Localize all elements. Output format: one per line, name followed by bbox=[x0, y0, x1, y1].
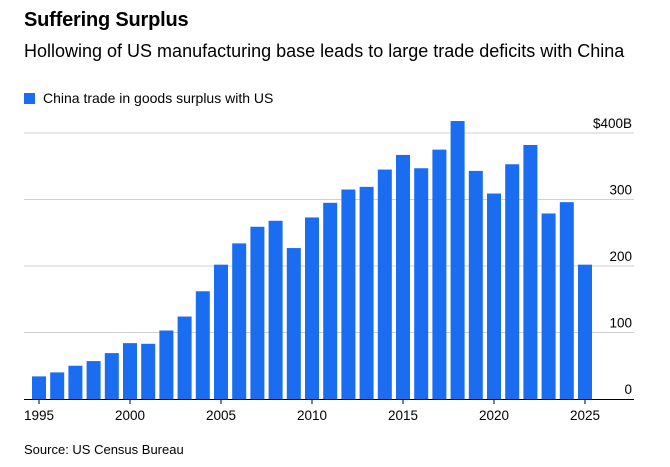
bar bbox=[323, 202, 338, 399]
bar bbox=[250, 226, 265, 399]
bar bbox=[141, 343, 156, 399]
x-tick-label: 2015 bbox=[388, 408, 418, 423]
y-tick-label: 0 bbox=[624, 382, 632, 397]
bar bbox=[432, 149, 447, 399]
x-tick-label: 1995 bbox=[24, 408, 54, 423]
bar bbox=[104, 353, 119, 399]
bar bbox=[286, 248, 301, 399]
bar bbox=[359, 186, 374, 399]
x-tick-label: 2000 bbox=[115, 408, 145, 423]
bar bbox=[559, 202, 574, 399]
legend: China trade in goods surplus with US bbox=[24, 90, 273, 106]
x-tick-label: 2005 bbox=[206, 408, 236, 423]
x-tick-label: 2025 bbox=[570, 408, 600, 423]
bar bbox=[86, 361, 101, 399]
y-tick-label: 100 bbox=[609, 316, 632, 331]
bar bbox=[468, 170, 483, 399]
legend-label: China trade in goods surplus with US bbox=[43, 90, 274, 106]
bar bbox=[487, 193, 501, 399]
bar bbox=[541, 213, 556, 399]
bar bbox=[414, 168, 429, 399]
bar bbox=[159, 330, 174, 399]
bar bbox=[305, 217, 319, 399]
y-tick-label: 200 bbox=[609, 249, 632, 264]
bar bbox=[123, 343, 137, 399]
y-tick-label: 300 bbox=[609, 183, 632, 198]
bar bbox=[578, 264, 592, 399]
bar bbox=[195, 291, 210, 399]
bar bbox=[32, 376, 46, 399]
bar bbox=[396, 154, 410, 399]
bar bbox=[341, 189, 356, 399]
bar bbox=[505, 164, 520, 399]
bar bbox=[232, 243, 247, 399]
chart-title: Suffering Surplus bbox=[24, 9, 189, 31]
source-note: Source: US Census Bureau bbox=[24, 442, 184, 457]
bar bbox=[177, 316, 192, 399]
bar bbox=[68, 365, 83, 399]
bar bbox=[268, 220, 283, 399]
bar bbox=[450, 121, 465, 399]
bar bbox=[214, 264, 228, 399]
x-tick-label: 2010 bbox=[297, 408, 327, 423]
bar bbox=[377, 169, 392, 399]
bar bbox=[50, 372, 65, 399]
x-tick-label: 2020 bbox=[479, 408, 509, 423]
chart-subtitle: Hollowing of US manufacturing base leads… bbox=[24, 41, 625, 61]
y-tick-label: $400B bbox=[593, 116, 632, 131]
legend-swatch bbox=[24, 92, 35, 104]
bar bbox=[523, 144, 538, 399]
